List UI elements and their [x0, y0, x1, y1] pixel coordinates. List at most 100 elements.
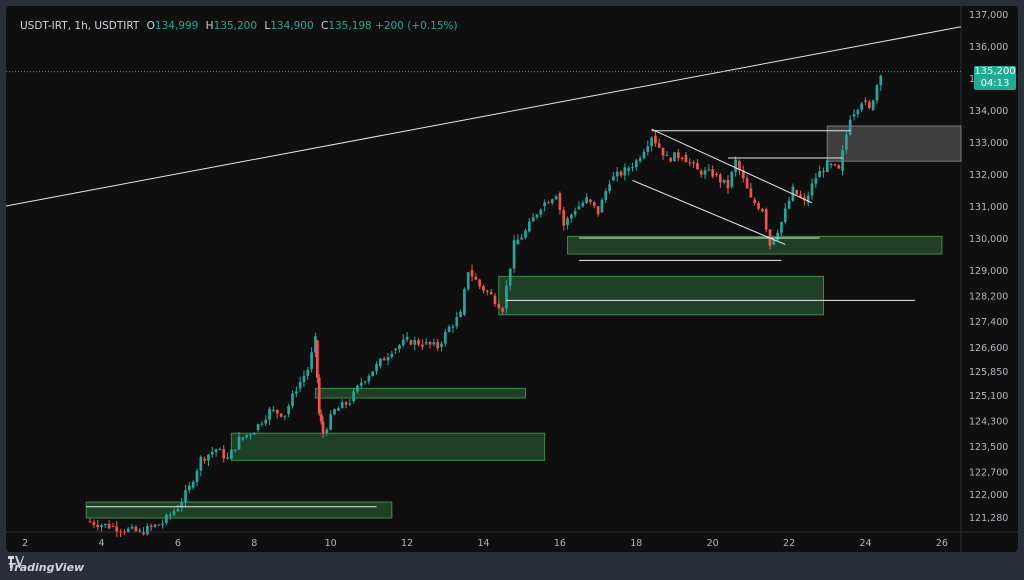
candle-body	[283, 415, 287, 417]
tradingview-logo-icon[interactable]	[8, 556, 24, 568]
candle-body	[356, 385, 359, 392]
candle-body	[753, 199, 757, 204]
candle-body	[570, 214, 573, 219]
candle-body	[245, 434, 248, 438]
x-tick-label: 8	[251, 538, 257, 549]
candle-body	[375, 363, 378, 372]
candle-body	[642, 151, 646, 159]
y-tick-label: 129,000	[969, 266, 1008, 277]
footer: TradingView	[8, 556, 84, 578]
candle-body	[455, 316, 459, 327]
symbol-name[interactable]: USDT-IRT, 1h, USDTIRT	[20, 20, 140, 32]
candle-body	[722, 179, 726, 183]
demand-zone	[85, 501, 393, 519]
candle-body	[249, 434, 252, 436]
candle-body	[428, 341, 432, 345]
candle-body	[646, 146, 650, 152]
candle-body	[447, 326, 451, 332]
candle-body	[146, 526, 149, 535]
candle-body	[421, 344, 424, 347]
candle-body	[871, 100, 875, 110]
candle-body	[676, 152, 680, 158]
brand-name[interactable]: TradingView	[8, 560, 85, 574]
y-tick-label: 134,000	[969, 106, 1008, 117]
candle-body	[860, 103, 864, 110]
candle-body	[268, 408, 271, 420]
candle-body	[371, 371, 375, 377]
candle-body	[237, 436, 241, 450]
open-label: O	[146, 20, 155, 32]
price-plot[interactable]: 121,280 122,000 122,700 123,500 124,300 125,1…	[6, 6, 1018, 552]
channel-line	[632, 179, 786, 245]
y-tick-label: 124,300	[969, 416, 1008, 427]
y-tick-label: 128,200	[969, 292, 1008, 303]
candle-body	[214, 449, 218, 452]
candle-body	[707, 169, 711, 171]
candle-body	[623, 167, 627, 176]
demand-zone	[498, 275, 824, 316]
candle-body	[310, 352, 313, 370]
candle-body	[256, 424, 260, 430]
candle-body	[134, 526, 138, 532]
candle-body	[619, 171, 623, 176]
close-label: C	[320, 20, 329, 32]
candle-body	[497, 304, 501, 309]
candle-body	[149, 526, 153, 528]
candle-body	[138, 530, 142, 532]
candle-body	[233, 449, 237, 451]
y-tick-label: 133,000	[969, 138, 1008, 149]
candle-body	[180, 502, 184, 507]
candle-body	[734, 159, 737, 172]
candle-body	[505, 285, 508, 309]
y-tick-label: 132,000	[969, 170, 1008, 181]
candle-body	[776, 232, 779, 240]
candle-body	[856, 109, 860, 115]
candle-body	[577, 206, 581, 210]
candle-body	[199, 456, 203, 471]
candle-body	[703, 170, 707, 175]
candle-body	[787, 200, 791, 209]
chart-pane[interactable]: 121,280 122,000 122,700 123,500 124,300 125,1…	[6, 6, 1018, 552]
candle-body	[333, 409, 336, 415]
candle-body	[818, 171, 821, 178]
symbol-legend: USDT-IRT, 1h, USDTIRT O134,999 H135,200 …	[20, 20, 458, 32]
candle-body	[535, 214, 539, 218]
candle-body	[130, 526, 134, 529]
close-value: 135,198	[328, 20, 372, 32]
candle-body	[684, 154, 688, 163]
candle-body	[470, 270, 474, 277]
candle-body	[222, 449, 226, 459]
candle-body	[772, 239, 776, 245]
x-tick-label: 20	[707, 538, 719, 549]
candle-body	[413, 340, 417, 345]
candle-body	[806, 195, 810, 203]
candle-body	[226, 457, 229, 459]
candle-body	[783, 208, 787, 222]
candle-body	[745, 178, 749, 189]
candle-body	[615, 171, 619, 177]
candle-body	[432, 342, 436, 345]
candle-body	[585, 197, 588, 203]
candle-body	[795, 190, 799, 195]
candle-body	[558, 193, 562, 210]
demand-zone	[314, 387, 527, 399]
candle-body	[161, 523, 164, 525]
x-tick-label: 4	[98, 538, 104, 549]
change-value: +200 (+0.15%)	[375, 20, 458, 32]
y-tick-label: 121,280	[969, 513, 1008, 524]
candle-body	[317, 377, 321, 414]
candle-body	[596, 205, 600, 215]
candle-body	[757, 203, 760, 209]
candle-body	[493, 295, 497, 305]
channel-line	[651, 128, 813, 204]
candle-body	[845, 134, 848, 150]
candle-body	[482, 286, 485, 291]
candle-body	[88, 521, 92, 523]
candle-body	[260, 423, 264, 425]
candle-body	[92, 522, 96, 525]
candle-body	[405, 336, 409, 340]
candle-body	[287, 405, 291, 414]
candle-body	[123, 531, 126, 533]
x-tick-label: 22	[783, 538, 795, 549]
candle-body	[631, 167, 634, 169]
